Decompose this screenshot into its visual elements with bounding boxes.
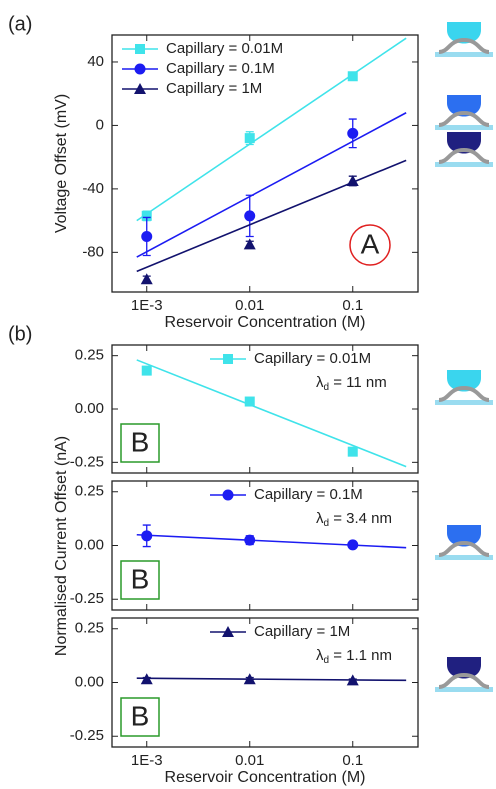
legend-marker — [134, 63, 146, 75]
marker — [347, 539, 359, 551]
annotation: B — [131, 426, 150, 457]
y-tick-label: -0.25 — [70, 590, 104, 607]
marker — [140, 673, 153, 685]
x-axis-label: Reservoir Concentration (M) — [165, 769, 366, 786]
annotation: A — [361, 228, 380, 259]
marker — [347, 446, 358, 457]
legend-label: Capillary = 0.01M — [166, 40, 283, 57]
y-tick-label: 0.00 — [75, 400, 104, 417]
note-symbol: λ — [316, 374, 324, 391]
annotation-box — [120, 560, 160, 600]
annotation-box — [120, 423, 160, 463]
marker — [244, 210, 256, 222]
y-tick-label: -80 — [82, 243, 104, 260]
marker — [347, 127, 359, 139]
marker — [243, 673, 256, 685]
marker — [141, 530, 153, 542]
legend-note: λd = 11 nm — [316, 374, 387, 393]
fit-line — [136, 533, 407, 549]
y-tick-label: -0.25 — [70, 727, 104, 744]
fit-line — [136, 359, 407, 468]
legend-marker — [223, 354, 233, 364]
x-tick-label: 1E-3 — [131, 297, 163, 314]
panel-label: (b) — [8, 323, 32, 345]
y-tick-label: 0.25 — [75, 620, 104, 637]
legend-label: Capillary = 1M — [254, 623, 350, 640]
y-tick-label: 0.00 — [75, 536, 104, 553]
fit-line — [136, 677, 407, 682]
marker — [141, 365, 152, 376]
marker — [244, 534, 256, 546]
y-tick-label: 0.25 — [75, 347, 104, 364]
marker — [346, 674, 359, 686]
y-tick-label: -0.25 — [70, 453, 104, 470]
legend-marker — [135, 44, 145, 54]
note-text: = 3.4 nm — [329, 510, 392, 527]
x-tick-label: 0.01 — [235, 752, 264, 769]
marker — [244, 133, 255, 144]
y-tick-label: 0.00 — [75, 673, 104, 690]
legend-label: Capillary = 0.01M — [254, 350, 371, 367]
y-tick-label: 0 — [96, 116, 104, 133]
marker — [140, 273, 153, 285]
legend-label: Capillary = 0.1M — [166, 60, 275, 77]
note-text: = 1.1 nm — [329, 647, 392, 664]
panel-label: (a) — [8, 13, 32, 35]
note-symbol: λ — [316, 647, 324, 664]
legend-note: λd = 3.4 nm — [316, 510, 392, 529]
marker — [346, 174, 359, 186]
x-tick-label: 0.1 — [342, 752, 363, 769]
y-axis-label: Normalised Current Offset (nA) — [53, 436, 70, 656]
fit-line — [136, 37, 407, 222]
note-text: = 11 nm — [329, 374, 387, 391]
note-subscript: d — [324, 518, 330, 529]
annotation: B — [131, 563, 150, 594]
schematic-icons — [435, 22, 493, 692]
y-tick-label: 0.25 — [75, 483, 104, 500]
y-axis-label: Voltage Offset (mV) — [53, 94, 70, 233]
legend-marker — [222, 626, 234, 637]
note-subscript: d — [324, 382, 330, 393]
fit-line — [136, 159, 407, 273]
plot-frame — [111, 34, 419, 293]
marker — [243, 238, 256, 250]
legend-marker — [222, 489, 234, 501]
legend-note: λd = 1.1 nm — [316, 647, 392, 666]
note-symbol: λ — [316, 510, 324, 527]
marker — [141, 210, 152, 221]
x-tick-label: 0.1 — [342, 297, 363, 314]
legend-label: Capillary = 0.1M — [254, 486, 363, 503]
fit-line — [136, 112, 407, 258]
marker — [347, 71, 358, 82]
y-tick-label: 40 — [87, 53, 104, 70]
note-subscript: d — [324, 655, 330, 666]
annotation-box — [120, 697, 160, 737]
marker — [141, 230, 153, 242]
legend-marker — [134, 83, 146, 94]
x-tick-label: 1E-3 — [131, 752, 163, 769]
annotation: B — [131, 700, 150, 731]
x-axis-label: Reservoir Concentration (M) — [165, 314, 366, 331]
marker — [244, 396, 255, 407]
annotation-circle — [349, 224, 391, 266]
x-tick-label: 0.01 — [235, 297, 264, 314]
y-tick-label: -40 — [82, 180, 104, 197]
legend-label: Capillary = 1M — [166, 80, 262, 97]
